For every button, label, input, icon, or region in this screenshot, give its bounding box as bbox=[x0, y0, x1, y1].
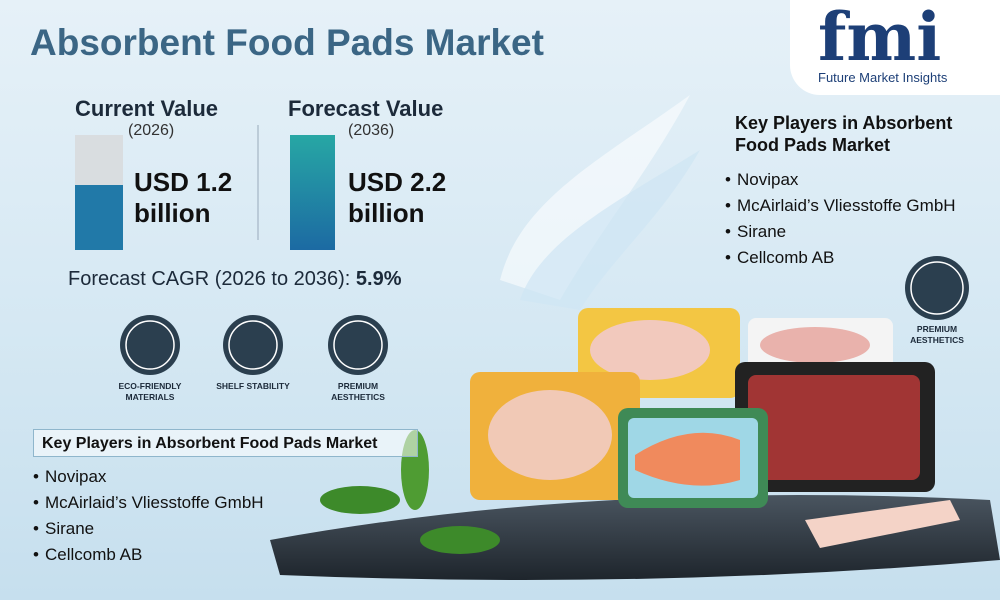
logo: fmi Future Market Insights bbox=[790, 0, 1000, 95]
feature-label: ECO-FRIENDLY MATERIALS bbox=[118, 381, 182, 402]
forecast-label: Forecast Value bbox=[288, 96, 444, 121]
player: McAirlaid’s Vliesstoffe GmbH bbox=[725, 196, 956, 222]
player: Sirane bbox=[33, 519, 264, 545]
current-year: (2026) bbox=[128, 122, 175, 139]
forecast-value: USD 2.2 billion bbox=[348, 167, 447, 228]
title: Absorbent Food Pads Market bbox=[30, 22, 544, 63]
current-value: USD 1.2 billion bbox=[134, 167, 233, 228]
forecast-year: (2036) bbox=[348, 122, 395, 139]
current-label: Current Value bbox=[75, 96, 219, 121]
players-list: NovipaxMcAirlaid’s Vliesstoffe GmbHSiran… bbox=[33, 467, 264, 571]
cagr-label: Forecast CAGR (2026 to 2036): bbox=[68, 268, 351, 290]
cagr: Forecast CAGR (2026 to 2036): 5.9% bbox=[68, 268, 402, 291]
player: Novipax bbox=[725, 170, 956, 196]
badge-label: PREMIUM AESTHETICS bbox=[910, 324, 964, 345]
player: Cellcomb AB bbox=[33, 545, 264, 571]
player: Novipax bbox=[33, 467, 264, 493]
players-list: NovipaxMcAirlaid’s Vliesstoffe GmbHSiran… bbox=[725, 170, 956, 274]
player: Cellcomb AB bbox=[725, 248, 956, 274]
feature-label: PREMIUM AESTHETICS bbox=[331, 381, 385, 402]
players-heading: Key Players in Absorbent Food Pads Marke… bbox=[33, 429, 418, 457]
logo-name: Future Market Insights bbox=[818, 70, 948, 85]
feature-label: SHELF STABILITY bbox=[216, 381, 290, 391]
players-heading: Key Players in Absorbent Food Pads Marke… bbox=[735, 113, 953, 155]
logo-mark: fmi bbox=[818, 0, 942, 76]
player: Sirane bbox=[725, 222, 956, 248]
cagr-value: 5.9% bbox=[355, 268, 402, 290]
player: McAirlaid’s Vliesstoffe GmbH bbox=[33, 493, 264, 519]
